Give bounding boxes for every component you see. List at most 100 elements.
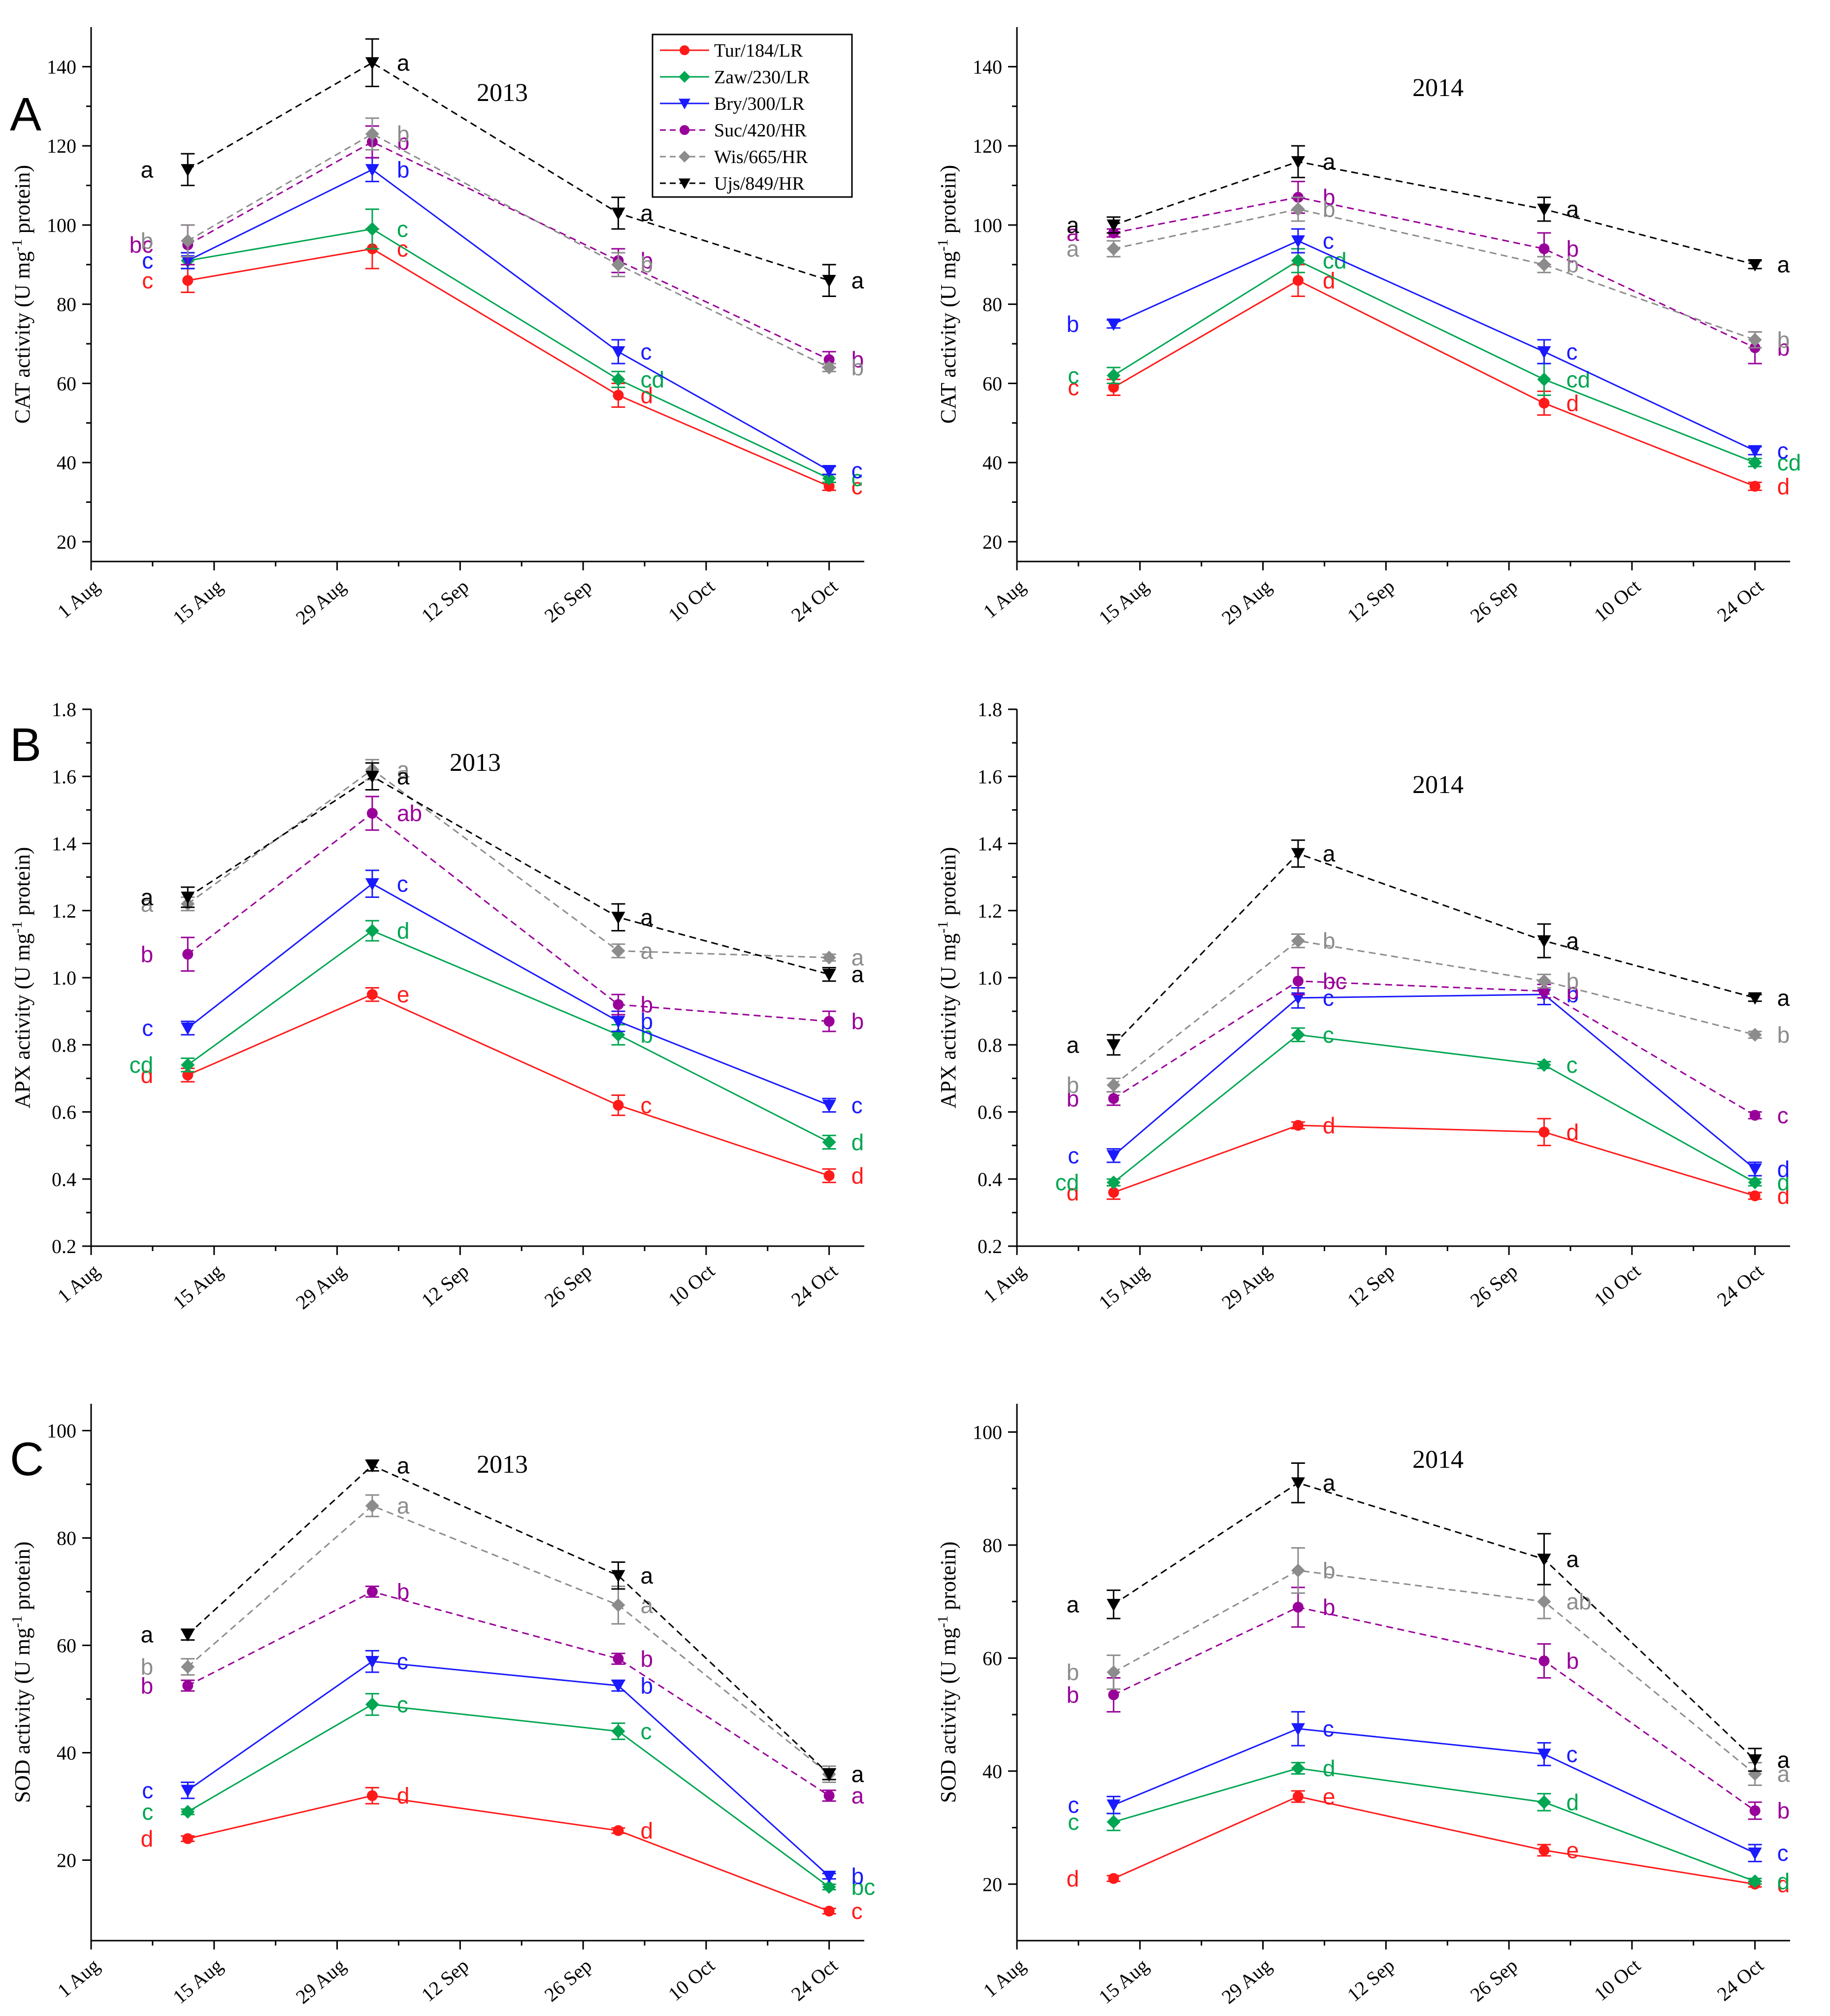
- data-point: [365, 222, 379, 236]
- series-line: [1113, 1795, 1755, 1885]
- significance-letter: cd: [1566, 366, 1590, 392]
- data-point: [1538, 397, 1550, 409]
- series-line: [187, 62, 830, 281]
- data-point: [613, 390, 624, 401]
- data-point: [611, 346, 625, 359]
- y-axis-label: APX activity (U mg-1 protein): [9, 847, 34, 1109]
- y-tick-label: 20: [57, 531, 76, 553]
- data-point: [611, 258, 625, 272]
- x-tick-label: 26 Sep: [1466, 575, 1522, 627]
- x-tick-label: 10 Oct: [1590, 1259, 1644, 1311]
- significance-letter: cd: [130, 1052, 154, 1078]
- panel-year-title: 2013: [450, 749, 501, 777]
- data-point: [365, 57, 379, 70]
- significance-letter: b: [1323, 197, 1336, 222]
- y-tick-label: 80: [57, 294, 76, 316]
- significance-letter: e: [1566, 1837, 1579, 1863]
- data-point: [1749, 1190, 1761, 1201]
- significance-letter: c: [1566, 1052, 1577, 1078]
- series-line: [187, 141, 830, 361]
- data-point: [611, 1724, 625, 1738]
- data-point: [822, 951, 836, 965]
- significance-letter: b: [1777, 327, 1790, 353]
- data-point: [1537, 1749, 1551, 1761]
- data-point: [611, 944, 625, 958]
- data-point: [611, 1016, 625, 1028]
- series-line: [1113, 993, 1756, 1170]
- series-line: [187, 1464, 830, 1775]
- x-tick-label: 26 Sep: [540, 1954, 596, 2006]
- data-point: [823, 1790, 835, 1801]
- data-point: [1291, 156, 1305, 169]
- significance-letter: a: [1566, 928, 1579, 954]
- series-line: [1113, 260, 1756, 463]
- data-point: [1107, 242, 1121, 256]
- significance-letter: b: [640, 252, 653, 277]
- legend-box: [652, 33, 853, 198]
- significance-letter: a: [397, 50, 410, 75]
- data-point: [181, 1785, 195, 1797]
- data-point: [1291, 254, 1305, 268]
- y-tick-label: 80: [982, 1534, 1002, 1556]
- series-line: [1113, 940, 1756, 1086]
- significance-letter: b: [141, 1673, 154, 1698]
- significance-letter: b: [1067, 1072, 1079, 1098]
- significance-letter: c: [142, 1799, 153, 1824]
- legend-item-Ujs: Ujs/849/HR: [660, 173, 805, 194]
- data-point: [182, 1833, 194, 1844]
- y-tick-label: 1.0: [978, 967, 1002, 989]
- data-point: [366, 989, 378, 1000]
- x-tick-label: 12 Sep: [1343, 575, 1399, 627]
- x-tick-label: 26 Sep: [540, 1259, 596, 1311]
- data-point: [1748, 1163, 1762, 1176]
- significance-letter: c: [640, 1092, 652, 1118]
- data-point: [1292, 1120, 1304, 1131]
- y-tick-label: 40: [982, 452, 1002, 474]
- series-line: [1113, 1728, 1756, 1854]
- y-tick-label: 40: [57, 1742, 76, 1764]
- significance-letter: cd: [1055, 1170, 1079, 1195]
- significance-letter: a: [1067, 212, 1079, 238]
- significance-letter: b: [1777, 1798, 1790, 1823]
- data-point: [1748, 445, 1762, 458]
- significance-letter: b: [397, 121, 410, 147]
- y-tick-label: 0.8: [52, 1034, 76, 1056]
- data-point: [1537, 1594, 1551, 1609]
- significance-letter: c: [640, 339, 652, 364]
- x-tick-label: 15 Aug: [1094, 575, 1152, 628]
- x-tick-label: 26 Sep: [540, 575, 596, 627]
- y-tick-label: 120: [973, 135, 1002, 157]
- significance-letter: b: [640, 1646, 653, 1672]
- significance-letter: a: [1067, 220, 1079, 246]
- x-tick-label: 12 Sep: [1343, 1259, 1399, 1311]
- significance-letter: d: [1566, 1789, 1579, 1815]
- significance-letter: a: [1566, 197, 1579, 222]
- legend-item-Bry: Bry/300/LR: [660, 94, 805, 114]
- significance-letter: b: [640, 1673, 653, 1698]
- y-axis-label: CAT activity (U mg-1 protein): [9, 165, 34, 424]
- x-tick-label: 15 Aug: [168, 575, 227, 628]
- series-line: [1113, 853, 1756, 1046]
- series-line: [187, 993, 830, 1177]
- legend-item-Tur: Tur/184/LR: [660, 40, 803, 61]
- data-point: [365, 924, 379, 938]
- significance-letter: d: [1067, 1866, 1079, 1891]
- legend-label: Zaw/230/LR: [714, 67, 810, 88]
- y-tick-label: 20: [57, 1850, 76, 1872]
- significance-letter: b: [640, 992, 653, 1018]
- series-line: [187, 812, 829, 1023]
- significance-letter: b: [1323, 928, 1336, 954]
- data-point: [181, 892, 195, 904]
- y-axis-label: SOD activity (U mg-1 protein): [935, 1542, 960, 1803]
- significance-letter: d: [141, 1826, 154, 1851]
